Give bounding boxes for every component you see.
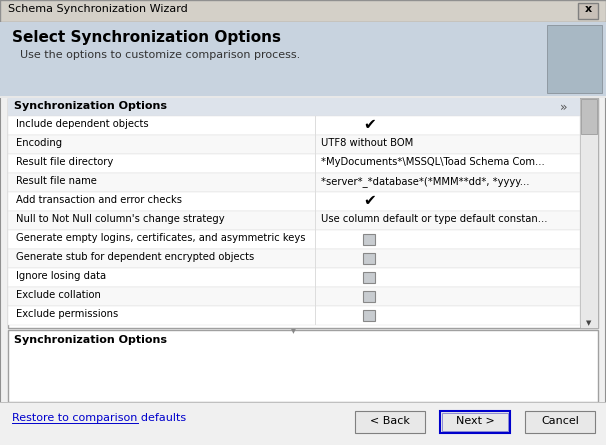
Bar xyxy=(315,306,316,325)
Text: *server*_*database*(*MMM**dd*, *yyyy...: *server*_*database*(*MMM**dd*, *yyyy... xyxy=(321,176,530,187)
Text: Null to Not Null column's change strategy: Null to Not Null column's change strateg… xyxy=(16,214,225,224)
Bar xyxy=(8,98,580,116)
Bar xyxy=(363,253,375,264)
Text: Ignore losing data: Ignore losing data xyxy=(16,271,106,281)
Text: Exclude collation: Exclude collation xyxy=(16,290,101,300)
Bar xyxy=(8,268,580,287)
Bar xyxy=(363,234,375,245)
Text: Use column default or type default constan...: Use column default or type default const… xyxy=(321,214,547,224)
Bar xyxy=(8,249,580,268)
Bar xyxy=(315,230,316,249)
Bar xyxy=(578,3,598,19)
Bar xyxy=(315,154,316,173)
Text: Add transaction and error checks: Add transaction and error checks xyxy=(16,195,182,205)
Bar xyxy=(581,99,597,134)
Bar xyxy=(315,192,316,211)
Bar xyxy=(315,249,316,268)
Bar xyxy=(8,98,598,328)
Bar xyxy=(315,135,316,154)
Bar xyxy=(355,411,425,433)
Bar xyxy=(525,411,595,433)
Text: ▼: ▼ xyxy=(587,320,591,326)
Bar xyxy=(8,230,580,249)
Text: Result file name: Result file name xyxy=(16,176,97,186)
Bar xyxy=(8,287,580,306)
Text: Result file directory: Result file directory xyxy=(16,157,113,167)
Bar xyxy=(8,330,598,402)
Bar xyxy=(0,402,606,403)
Bar xyxy=(0,96,606,98)
Bar xyxy=(440,411,510,433)
Bar xyxy=(8,306,580,325)
Text: Exclude permissions: Exclude permissions xyxy=(16,309,118,319)
Bar xyxy=(0,22,606,98)
Text: Schema Synchronization Wizard: Schema Synchronization Wizard xyxy=(8,4,188,14)
Bar xyxy=(8,135,580,154)
Text: < Back: < Back xyxy=(370,416,410,426)
Bar xyxy=(315,211,316,230)
Text: Next >: Next > xyxy=(456,416,494,426)
Bar xyxy=(363,291,375,302)
Text: ✔: ✔ xyxy=(364,193,376,208)
Text: x: x xyxy=(584,4,591,14)
Bar xyxy=(8,116,580,135)
Text: Include dependent objects: Include dependent objects xyxy=(16,119,148,129)
Bar xyxy=(315,268,316,287)
Bar xyxy=(442,413,508,431)
Text: *MyDocuments*\MSSQL\Toad Schema Com...: *MyDocuments*\MSSQL\Toad Schema Com... xyxy=(321,157,545,167)
Bar xyxy=(363,310,375,321)
Bar xyxy=(315,287,316,306)
Text: ✔: ✔ xyxy=(364,117,376,132)
Bar xyxy=(315,173,316,192)
Text: Generate stub for dependent encrypted objects: Generate stub for dependent encrypted ob… xyxy=(16,252,255,262)
Text: »: » xyxy=(560,101,568,114)
Bar xyxy=(8,154,580,173)
Bar xyxy=(8,173,580,192)
Bar xyxy=(580,98,598,328)
Text: Synchronization Options: Synchronization Options xyxy=(14,335,167,345)
Bar xyxy=(8,211,580,230)
Bar xyxy=(363,272,375,283)
Text: Generate empty logins, certificates, and asymmetric keys: Generate empty logins, certificates, and… xyxy=(16,233,305,243)
Text: Cancel: Cancel xyxy=(541,416,579,426)
Text: Select Synchronization Options: Select Synchronization Options xyxy=(12,30,281,45)
Text: UTF8 without BOM: UTF8 without BOM xyxy=(321,138,413,148)
Text: Encoding: Encoding xyxy=(16,138,62,148)
Bar xyxy=(315,116,316,135)
Text: Restore to comparison defaults: Restore to comparison defaults xyxy=(12,413,186,423)
Text: Use the options to customize comparison process.: Use the options to customize comparison … xyxy=(20,50,300,60)
Bar xyxy=(0,0,606,22)
Bar xyxy=(0,403,606,445)
Bar xyxy=(547,25,602,93)
Text: ▾: ▾ xyxy=(290,325,296,335)
Bar xyxy=(8,192,580,211)
Text: Synchronization Options: Synchronization Options xyxy=(14,101,167,111)
